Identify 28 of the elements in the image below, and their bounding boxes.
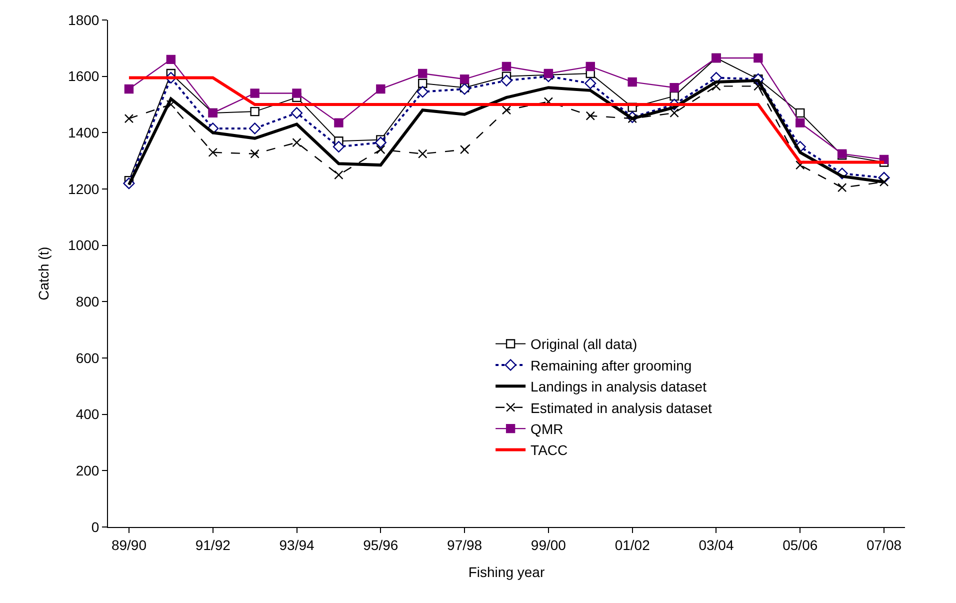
legend-label: QMR <box>530 421 564 438</box>
y-tick-label: 600 <box>76 350 100 366</box>
x-tick-label: 07/08 <box>866 536 902 553</box>
y-axis-title: Catch (t) <box>36 246 52 300</box>
y-tick-label: 1600 <box>68 68 100 84</box>
x-tick-label: 93/94 <box>279 536 314 553</box>
x-axis-title: Fishing year <box>468 564 545 580</box>
x-tick-label: 05/06 <box>782 536 818 553</box>
y-tick-label: 1200 <box>68 180 100 197</box>
y-tick-label: 200 <box>76 462 100 479</box>
y-tick-label: 400 <box>76 406 100 422</box>
legend-label: Remaining after grooming <box>530 357 692 374</box>
legend-label: Landings in analysis dataset <box>530 378 707 395</box>
y-tick-label: 0 <box>91 518 100 535</box>
x-tick-label: 03/04 <box>698 536 734 553</box>
x-tick-label: 89/90 <box>111 536 147 553</box>
x-tick-label: 99/00 <box>530 536 566 553</box>
legend-label: TACC <box>530 442 568 458</box>
legend-label: Estimated in analysis dataset <box>530 400 712 416</box>
legend-label: Original (all data) <box>530 336 638 352</box>
y-tick-label: 800 <box>76 294 100 310</box>
y-tick-label: 1800 <box>68 12 100 28</box>
x-tick-label: 91/92 <box>195 536 231 553</box>
y-tick-label: 1000 <box>68 237 100 254</box>
x-tick-label: 95/96 <box>363 536 398 553</box>
y-tick-label: 1400 <box>68 124 100 141</box>
x-tick-label: 97/98 <box>447 536 482 553</box>
x-tick-label: 01/02 <box>614 536 650 553</box>
